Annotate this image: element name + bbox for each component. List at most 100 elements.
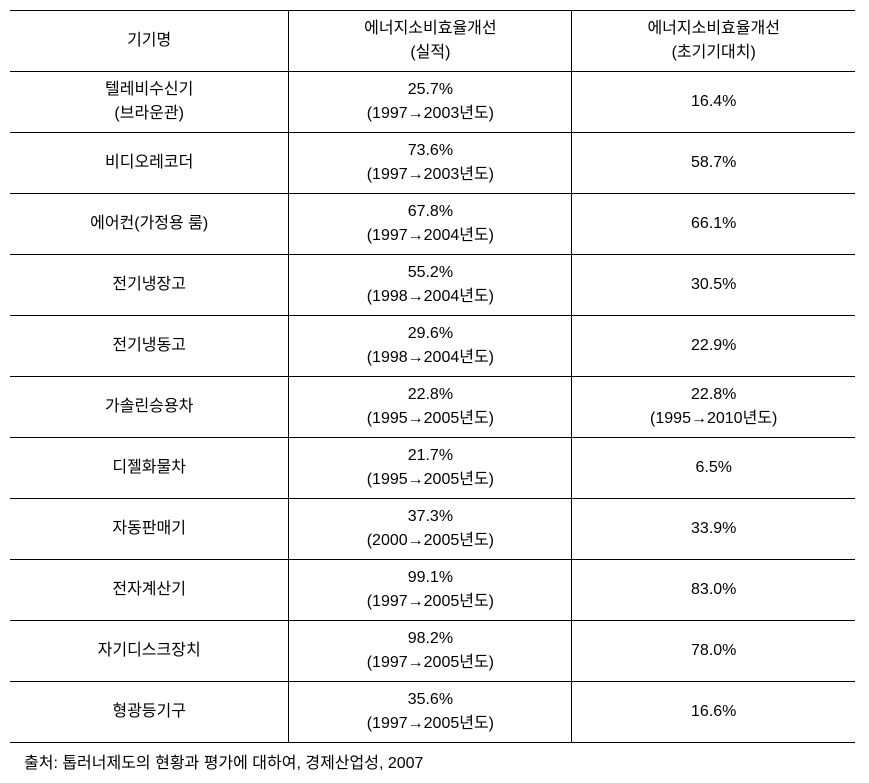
cell-device: 디젤화물차	[10, 438, 289, 499]
actual-line1: 98.2%	[293, 627, 567, 651]
cell-device: 전기냉동고	[10, 316, 289, 377]
actual-line2: (1997→2003년도)	[293, 102, 567, 126]
cell-actual: 55.2%(1998→2004년도)	[289, 255, 572, 316]
device-line1: 텔레비수신기	[14, 78, 284, 102]
cell-device: 전자계산기	[10, 560, 289, 621]
expected-line2: (1995→2010년도)	[576, 407, 851, 431]
table-row: 전기냉장고55.2%(1998→2004년도)30.5%	[10, 255, 855, 316]
actual-line1: 99.1%	[293, 566, 567, 590]
table-row: 전자계산기99.1%(1997→2005년도)83.0%	[10, 560, 855, 621]
expected-line1: 66.1%	[576, 212, 851, 236]
table-row: 자동판매기37.3%(2000→2005년도)33.9%	[10, 499, 855, 560]
expected-line1: 22.9%	[576, 334, 851, 358]
cell-expected: 16.4%	[572, 72, 855, 133]
device-line1: 가솔린승용차	[14, 395, 284, 419]
actual-line1: 37.3%	[293, 505, 567, 529]
table-row: 자기디스크장치98.2%(1997→2005년도)78.0%	[10, 621, 855, 682]
header-actual-line2: (실적)	[293, 41, 567, 65]
table-row: 형광등기구35.6%(1997→2005년도)16.6%	[10, 682, 855, 743]
expected-line1: 22.8%	[576, 383, 851, 407]
actual-line1: 73.6%	[293, 139, 567, 163]
cell-device: 전기냉장고	[10, 255, 289, 316]
actual-line1: 35.6%	[293, 688, 567, 712]
device-line1: 형광등기구	[14, 700, 284, 724]
cell-actual: 99.1%(1997→2005년도)	[289, 560, 572, 621]
cell-expected: 78.0%	[572, 621, 855, 682]
cell-expected: 58.7%	[572, 133, 855, 194]
cell-expected: 22.8%(1995→2010년도)	[572, 377, 855, 438]
cell-actual: 25.7%(1997→2003년도)	[289, 72, 572, 133]
cell-expected: 83.0%	[572, 560, 855, 621]
cell-expected: 66.1%	[572, 194, 855, 255]
cell-actual: 35.6%(1997→2005년도)	[289, 682, 572, 743]
expected-line1: 58.7%	[576, 151, 851, 175]
actual-line2: (1997→2004년도)	[293, 224, 567, 248]
header-actual: 에너지소비효율개선 (실적)	[289, 11, 572, 72]
actual-line2: (1997→2005년도)	[293, 590, 567, 614]
table-row: 가솔린승용차22.8%(1995→2005년도)22.8%(1995→2010년…	[10, 377, 855, 438]
table-row: 비디오레코더73.6%(1997→2003년도)58.7%	[10, 133, 855, 194]
expected-line1: 6.5%	[576, 456, 851, 480]
device-line1: 전자계산기	[14, 578, 284, 602]
source-note: 출처: 톱러너제도의 현황과 평가에 대하여, 경제산업성, 2007	[10, 743, 859, 773]
cell-actual: 22.8%(1995→2005년도)	[289, 377, 572, 438]
cell-actual: 98.2%(1997→2005년도)	[289, 621, 572, 682]
expected-line1: 30.5%	[576, 273, 851, 297]
actual-line2: (1997→2005년도)	[293, 651, 567, 675]
header-device-text: 기기명	[127, 32, 171, 49]
cell-actual: 73.6%(1997→2003년도)	[289, 133, 572, 194]
cell-expected: 16.6%	[572, 682, 855, 743]
device-line2: (브라운관)	[14, 102, 284, 126]
header-row: 기기명 에너지소비효율개선 (실적) 에너지소비효율개선 (초기기대치)	[10, 11, 855, 72]
cell-device: 가솔린승용차	[10, 377, 289, 438]
device-line1: 전기냉장고	[14, 273, 284, 297]
actual-line1: 22.8%	[293, 383, 567, 407]
actual-line2: (1995→2005년도)	[293, 407, 567, 431]
table-row: 디젤화물차21.7%(1995→2005년도)6.5%	[10, 438, 855, 499]
cell-device: 비디오레코더	[10, 133, 289, 194]
actual-line2: (1998→2004년도)	[293, 346, 567, 370]
cell-expected: 6.5%	[572, 438, 855, 499]
cell-expected: 30.5%	[572, 255, 855, 316]
actual-line2: (1997→2003년도)	[293, 163, 567, 187]
expected-line1: 83.0%	[576, 578, 851, 602]
cell-expected: 33.9%	[572, 499, 855, 560]
table-row: 에어컨(가정용 룸)67.8%(1997→2004년도)66.1%	[10, 194, 855, 255]
cell-device: 자기디스크장치	[10, 621, 289, 682]
table-row: 전기냉동고29.6%(1998→2004년도)22.9%	[10, 316, 855, 377]
cell-device: 텔레비수신기(브라운관)	[10, 72, 289, 133]
actual-line1: 67.8%	[293, 200, 567, 224]
header-expected-line1: 에너지소비효율개선	[576, 17, 851, 41]
header-device: 기기명	[10, 11, 289, 72]
actual-line1: 25.7%	[293, 78, 567, 102]
device-line1: 비디오레코더	[14, 151, 284, 175]
device-line1: 자기디스크장치	[14, 639, 284, 663]
actual-line2: (1998→2004년도)	[293, 285, 567, 309]
device-line1: 디젤화물차	[14, 456, 284, 480]
cell-actual: 29.6%(1998→2004년도)	[289, 316, 572, 377]
header-actual-line1: 에너지소비효율개선	[293, 17, 567, 41]
actual-line2: (1995→2005년도)	[293, 468, 567, 492]
device-line1: 자동판매기	[14, 517, 284, 541]
cell-device: 형광등기구	[10, 682, 289, 743]
expected-line1: 78.0%	[576, 639, 851, 663]
device-line1: 에어컨(가정용 룸)	[14, 212, 284, 236]
device-line1: 전기냉동고	[14, 334, 284, 358]
cell-actual: 21.7%(1995→2005년도)	[289, 438, 572, 499]
actual-line1: 29.6%	[293, 322, 567, 346]
expected-line1: 16.6%	[576, 700, 851, 724]
cell-actual: 67.8%(1997→2004년도)	[289, 194, 572, 255]
actual-line2: (2000→2005년도)	[293, 529, 567, 553]
efficiency-table: 기기명 에너지소비효율개선 (실적) 에너지소비효율개선 (초기기대치) 텔레비…	[10, 10, 855, 743]
expected-line1: 16.4%	[576, 90, 851, 114]
actual-line1: 55.2%	[293, 261, 567, 285]
cell-expected: 22.9%	[572, 316, 855, 377]
header-expected: 에너지소비효율개선 (초기기대치)	[572, 11, 855, 72]
table-body: 기기명 에너지소비효율개선 (실적) 에너지소비효율개선 (초기기대치) 텔레비…	[10, 11, 855, 743]
cell-actual: 37.3%(2000→2005년도)	[289, 499, 572, 560]
actual-line1: 21.7%	[293, 444, 567, 468]
cell-device: 자동판매기	[10, 499, 289, 560]
expected-line1: 33.9%	[576, 517, 851, 541]
cell-device: 에어컨(가정용 룸)	[10, 194, 289, 255]
header-expected-line2: (초기기대치)	[576, 41, 851, 65]
